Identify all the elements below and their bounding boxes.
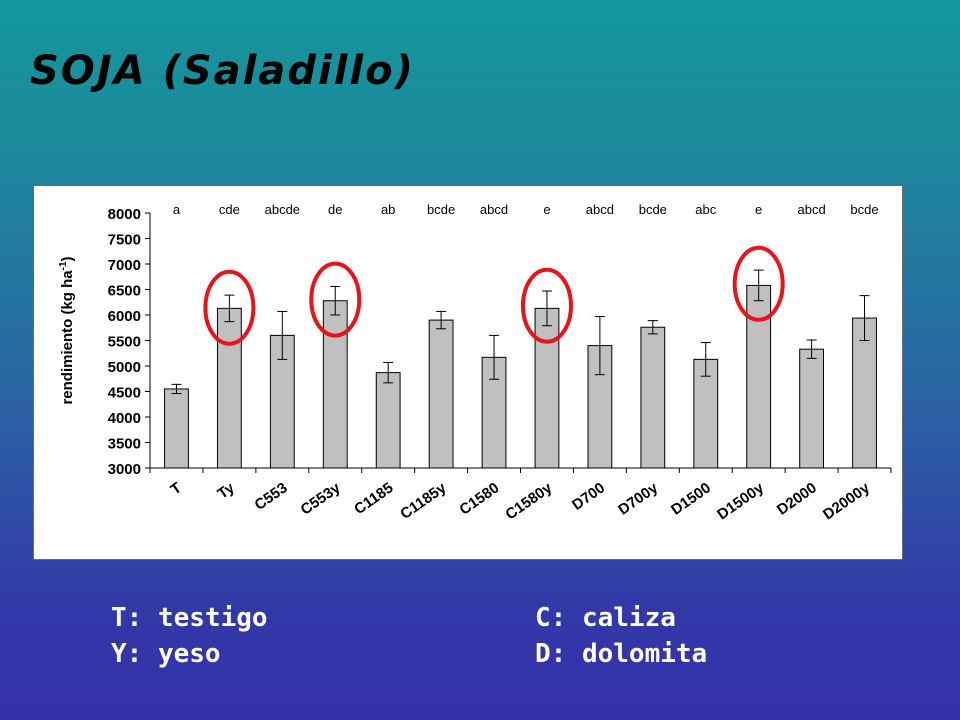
y-tick-label: 3000	[108, 461, 141, 478]
highlight-circle-Ty	[203, 269, 256, 346]
bar-C1185y	[428, 319, 454, 469]
x-tick-label: D700y	[615, 479, 661, 519]
significance-letter: e	[755, 202, 762, 217]
x-tick-label: C553y	[298, 479, 344, 519]
x-tick-label: C1185y	[397, 479, 450, 523]
y-tick-label: 7000	[108, 257, 141, 274]
significance-letter: abcd	[480, 202, 508, 217]
bar-C1185	[375, 372, 401, 469]
y-tick-label: 5000	[108, 359, 141, 376]
y-axis-label-main: rendimiento (kg ha	[59, 270, 76, 405]
x-tick-label: D1500	[668, 479, 714, 518]
y-axis-label-sup: -1	[58, 261, 69, 270]
significance-letter: de	[328, 202, 342, 217]
y-tick-label: 7500	[108, 232, 141, 249]
x-tick-label: C1580	[456, 479, 502, 518]
y-tick-label: 6500	[108, 283, 141, 300]
bar-D1500y	[746, 284, 772, 469]
y-tick-label: 3500	[108, 436, 141, 453]
x-tick-label: C553	[251, 479, 290, 513]
bar-C553y	[322, 300, 348, 469]
x-tick-label: D2000	[774, 479, 820, 518]
y-tick-label: 4000	[108, 410, 141, 427]
significance-letter: abcd	[586, 202, 614, 217]
chart-panel: rendimiento (kg ha-1) 3000 3500 4000 4500 50…	[33, 185, 903, 560]
x-tick-label: D2000y	[820, 479, 873, 523]
significance-letter: a	[173, 202, 181, 217]
legend-right: C: caliza D: dolomita	[535, 600, 707, 672]
significance-letter: bcde	[850, 202, 878, 217]
y-tick-label: 5500	[108, 334, 141, 351]
x-tick-label: C1580y	[502, 479, 555, 523]
significance-letter: e	[543, 202, 550, 217]
legend-item-caliza: C: caliza	[535, 603, 676, 633]
significance-letter: abcd	[798, 202, 826, 217]
legend-left: T: testigo Y: yeso	[111, 600, 268, 672]
y-tick-label: 6000	[108, 308, 141, 325]
significance-letter: ab	[381, 202, 395, 217]
slide-title: SOJA (Saladillo)	[30, 48, 415, 94]
y-axis-label: rendimiento (kg ha-1)	[58, 256, 76, 404]
legend-item-dolomita: D: dolomita	[535, 639, 708, 669]
x-tick-label: C1185	[351, 479, 396, 518]
bar-C1580y	[534, 307, 560, 469]
significance-letter: abc	[695, 202, 716, 217]
bar-D2000	[799, 348, 825, 469]
legend-item-yeso: Y: yeso	[111, 639, 221, 669]
highlight-circle-D1500y	[732, 245, 785, 322]
y-tick-label: 8000	[108, 206, 141, 223]
bar-Ty	[216, 307, 242, 469]
x-tick-label: D1500y	[714, 479, 767, 523]
highlight-circle-C1580y	[520, 267, 573, 344]
highlight-circle-C553y	[309, 261, 362, 338]
significance-letter: cde	[219, 202, 240, 217]
significance-letter: bcde	[427, 202, 455, 217]
y-tick-label: 4500	[108, 385, 141, 402]
significance-letter: bcde	[639, 202, 667, 217]
y-axis-label-close: )	[59, 256, 76, 261]
x-tick-label: T	[167, 479, 184, 498]
bar-chart: rendimiento (kg ha-1) 3000 3500 4000 4500 50…	[58, 202, 892, 523]
legend-item-testigo: T: testigo	[111, 603, 268, 633]
x-tick-label: Ty	[214, 479, 238, 503]
bar-D700y	[640, 326, 666, 469]
bar-T	[164, 388, 189, 469]
svg-text:rendimiento (kg ha-1): rendimiento (kg ha-1)	[58, 256, 76, 404]
x-tick-label: D700	[569, 479, 608, 513]
significance-letter: abcde	[265, 202, 300, 217]
